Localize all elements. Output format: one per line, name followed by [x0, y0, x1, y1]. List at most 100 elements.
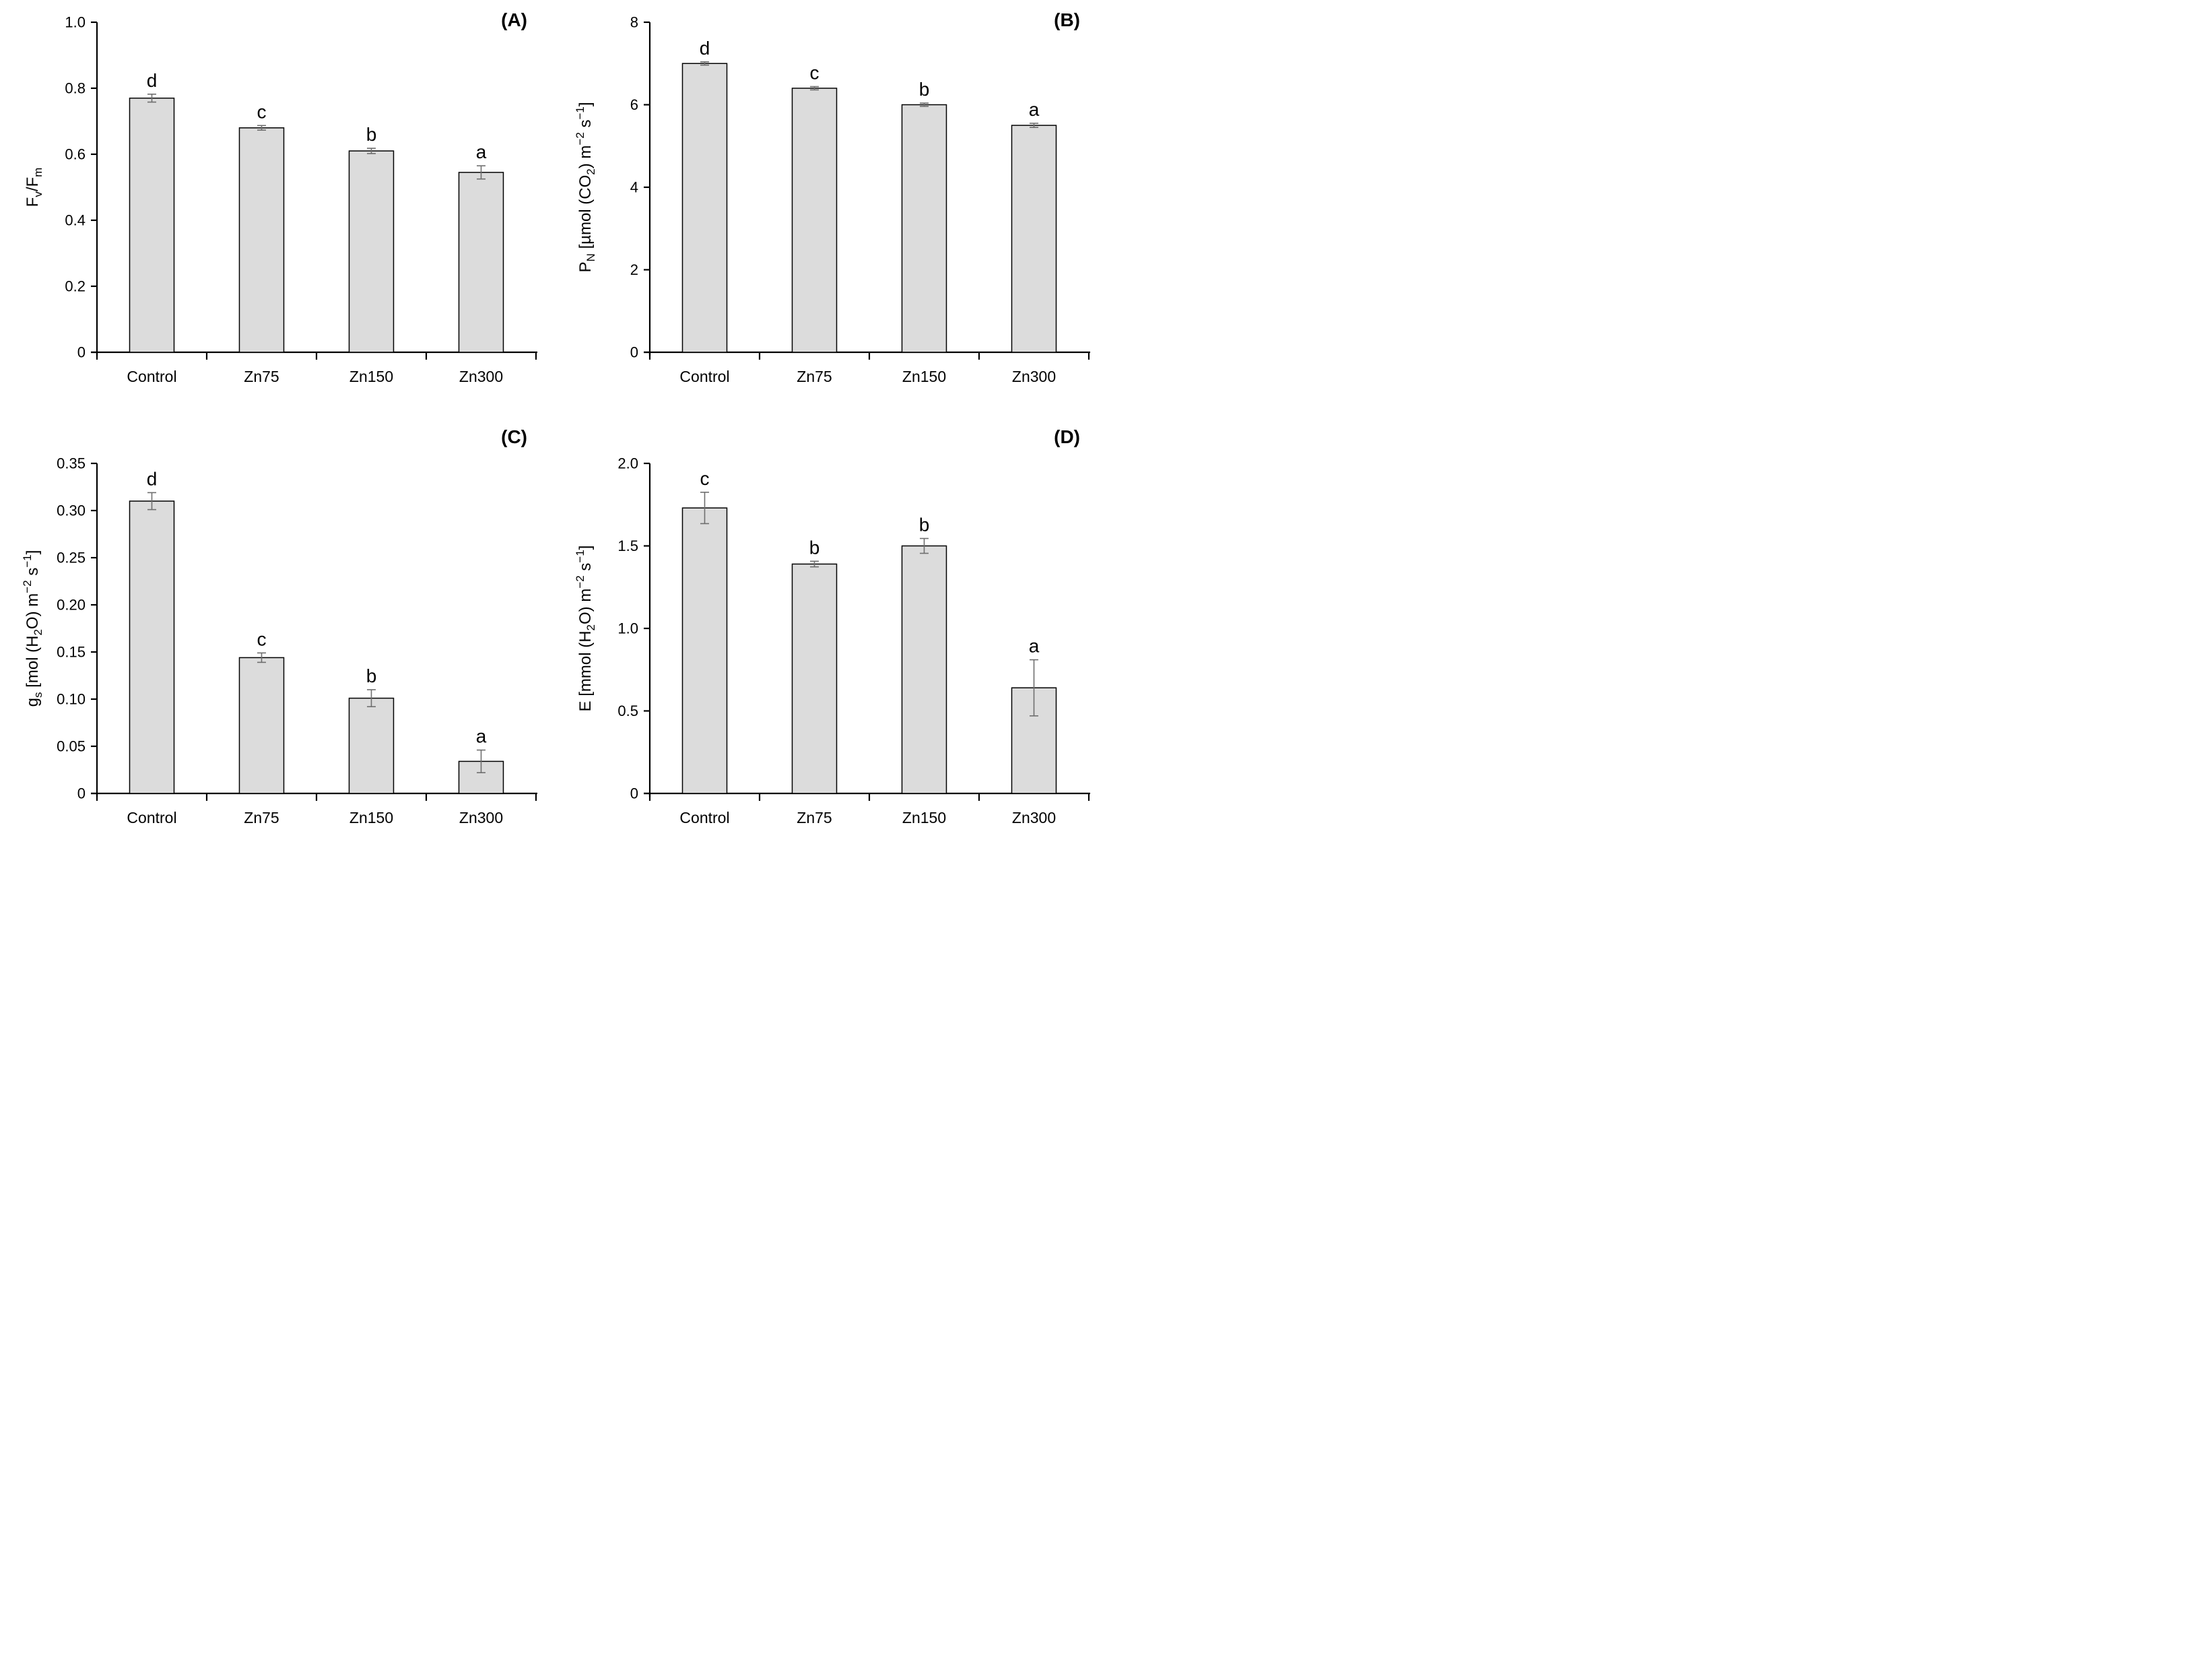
error-bar — [477, 165, 485, 180]
bar — [901, 104, 947, 353]
error-bar — [367, 148, 376, 154]
error-bar — [1030, 659, 1038, 717]
y-tick-label: 0.4 — [65, 212, 86, 229]
bar — [129, 97, 175, 353]
significance-letter: b — [919, 79, 930, 100]
x-category-label: Zn150 — [349, 809, 393, 826]
significance-letter: b — [919, 514, 930, 535]
significance-letter: a — [476, 726, 487, 747]
significance-letter: b — [366, 124, 377, 145]
y-tick-label: 0.30 — [57, 502, 86, 519]
x-category-label: Control — [679, 368, 729, 385]
y-tick-label: 0.6 — [65, 146, 86, 163]
error-bar — [810, 86, 819, 91]
panel-D: 0 0.5 1.0 1.5 2.0 c Control b Zn75 b Zn150 a Zn300 E … — [553, 417, 1106, 833]
x-category-label: Control — [679, 809, 729, 826]
error-bar — [257, 125, 266, 131]
x-category-label: Zn300 — [1012, 809, 1056, 826]
significance-letter: c — [810, 63, 819, 84]
error-bar — [367, 689, 376, 708]
error-bar — [700, 492, 709, 525]
y-axis-label: E [mmol (H2O) m−2 s−1] — [574, 546, 597, 712]
significance-letter: d — [700, 38, 710, 59]
y-tick-label: 0.5 — [617, 702, 638, 719]
error-bar — [1030, 123, 1038, 128]
significance-letter: a — [476, 141, 487, 162]
y-tick-label: 1.0 — [65, 14, 86, 31]
error-bar — [700, 61, 709, 66]
x-category-label: Control — [127, 368, 176, 385]
x-category-label: Zn75 — [244, 809, 279, 826]
bar — [791, 563, 838, 794]
significance-letter: c — [700, 468, 710, 489]
panel-label-D: (D) — [1054, 426, 1080, 447]
x-category-label: Zn75 — [797, 368, 832, 385]
y-tick-label: 0 — [77, 785, 86, 802]
panel-D-plot: 0 0.5 1.0 1.5 2.0 c Control b Zn75 b Zn150 a Zn300 E … — [574, 455, 1090, 826]
bar — [458, 172, 504, 353]
bar — [681, 63, 728, 353]
y-axis-label: gs [mol (H2O) m−2 s−1] — [21, 550, 44, 707]
error-bar — [147, 94, 156, 103]
panel-C: 0 0.05 0.10 0.15 0.20 0.25 0.30 0.35 d Control c Zn… — [0, 417, 553, 833]
y-axis-label: PN [µmol (CO2) m−2 s−1] — [574, 102, 597, 272]
error-bar — [477, 749, 485, 774]
x-category-label: Zn300 — [1012, 368, 1056, 385]
bar — [238, 657, 285, 794]
y-tick-label: 0.2 — [65, 278, 86, 295]
y-tick-label: 1.5 — [617, 537, 638, 554]
panel-A-plot: 0 0.2 0.4 0.6 0.8 1.0 d Control c Zn75 b Zn150 a Zn30… — [24, 14, 537, 385]
y-tick-label: 0.8 — [65, 80, 86, 97]
panel-label-B: (B) — [1054, 9, 1080, 30]
bar — [1011, 125, 1057, 353]
y-tick-label: 0 — [77, 344, 86, 361]
bar — [238, 127, 285, 353]
significance-letter: b — [366, 665, 377, 686]
bar — [348, 150, 395, 353]
x-category-label: Zn75 — [244, 368, 279, 385]
y-axis-label: Fv/Fm — [24, 168, 44, 207]
y-tick-label: 2.0 — [617, 455, 638, 472]
y-tick-label: 0.25 — [57, 550, 86, 566]
y-tick-label: 1.0 — [617, 620, 638, 637]
error-bar — [810, 560, 819, 568]
error-bar — [920, 537, 929, 554]
bar — [901, 545, 947, 794]
x-category-label: Control — [127, 809, 176, 826]
y-tick-label: 8 — [630, 14, 638, 31]
panel-label-A: (A) — [501, 9, 527, 30]
error-bar — [257, 652, 266, 663]
significance-letter: d — [147, 468, 158, 489]
y-tick-label: 0.20 — [57, 597, 86, 614]
x-category-label: Zn150 — [902, 368, 946, 385]
y-tick-label: 0 — [630, 344, 638, 361]
significance-letter: c — [257, 628, 267, 649]
panel-label-C: (C) — [501, 426, 527, 447]
panel-A: 0 0.2 0.4 0.6 0.8 1.0 d Control c Zn75 b Zn150 a Zn30… — [0, 0, 553, 417]
x-category-label: Zn300 — [459, 809, 503, 826]
error-bar — [920, 102, 929, 107]
y-tick-label: 0 — [630, 785, 638, 802]
significance-letter: b — [809, 537, 820, 558]
x-category-label: Zn75 — [797, 809, 832, 826]
bar — [791, 88, 838, 353]
y-tick-label: 0.10 — [57, 691, 86, 708]
y-tick-label: 0.05 — [57, 738, 86, 755]
panel-C-plot: 0 0.05 0.10 0.15 0.20 0.25 0.30 0.35 d Control c Zn… — [21, 455, 537, 826]
x-category-label: Zn150 — [349, 368, 393, 385]
panel-B: 0 2 4 6 8 d Control c Zn75 b Zn150 a Zn300 PN [µmol (… — [553, 0, 1106, 417]
error-bar — [147, 492, 156, 511]
y-tick-label: 0.15 — [57, 644, 86, 661]
panel-B-plot: 0 2 4 6 8 d Control c Zn75 b Zn150 a Zn300 PN [µmol (… — [574, 14, 1090, 385]
significance-letter: c — [257, 101, 267, 122]
bar — [681, 507, 728, 794]
y-tick-label: 0.35 — [57, 455, 86, 472]
x-category-label: Zn150 — [902, 809, 946, 826]
y-tick-label: 2 — [630, 261, 638, 278]
figure-grid: 0 0.2 0.4 0.6 0.8 1.0 d Control c Zn75 b Zn150 a Zn30… — [0, 0, 1106, 833]
bar — [348, 697, 395, 794]
x-category-label: Zn300 — [459, 368, 503, 385]
bar — [129, 500, 175, 794]
significance-letter: a — [1029, 636, 1040, 657]
y-tick-label: 4 — [630, 179, 638, 196]
